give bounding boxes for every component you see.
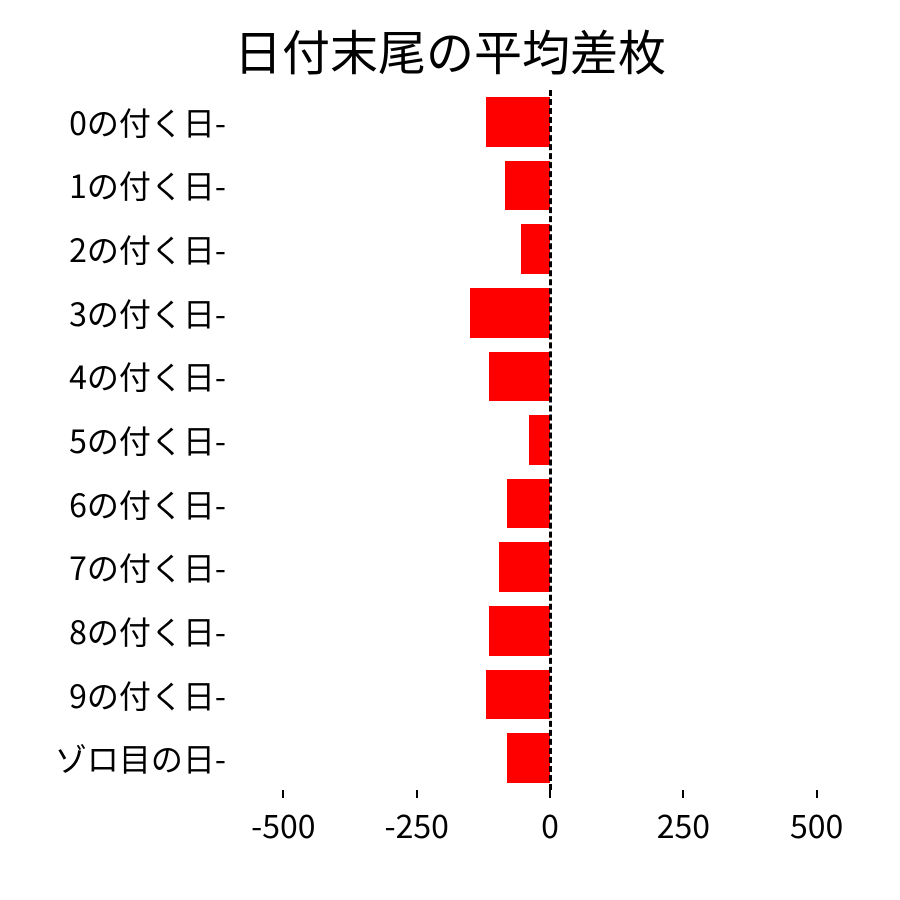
zero-line — [549, 90, 552, 790]
y-tick-label: 0の付く日- — [69, 99, 226, 145]
plot-area — [230, 90, 870, 790]
chart-title: 日付末尾の平均差枚 — [0, 14, 900, 84]
chart-container: 日付末尾の平均差枚 0の付く日- 1の付く日- 2の付く日- 3の付く日- 4の付く日-… — [0, 0, 900, 900]
x-tick-label: -250 — [384, 802, 448, 848]
bar — [489, 352, 550, 402]
y-tick-label: 6の付く日- — [69, 481, 226, 527]
bar — [529, 415, 550, 465]
x-tick-mark — [416, 790, 418, 798]
y-tick-label: 9の付く日- — [69, 672, 226, 718]
bar — [486, 670, 550, 720]
x-tick-label: 0 — [541, 802, 559, 848]
bar — [489, 606, 550, 656]
x-tick-label: 250 — [657, 802, 710, 848]
bar — [486, 97, 550, 147]
y-tick-label: 2の付く日- — [69, 226, 226, 272]
x-tick-mark — [549, 790, 551, 798]
y-tick-label: 5の付く日- — [69, 417, 226, 463]
y-tick-label: 7の付く日- — [69, 544, 226, 590]
bar — [499, 542, 550, 592]
bar — [507, 733, 550, 783]
y-tick-label: 3の付く日- — [69, 290, 226, 336]
x-tick-mark — [282, 790, 284, 798]
x-tick-label: 500 — [790, 802, 843, 848]
x-tick-label: -500 — [251, 802, 315, 848]
y-tick-label: ゾロ目の日- — [55, 735, 226, 781]
y-tick-label: 8の付く日- — [69, 608, 226, 654]
x-tick-mark — [816, 790, 818, 798]
y-tick-label: 4の付く日- — [69, 353, 226, 399]
x-tick-mark — [682, 790, 684, 798]
bar — [507, 479, 550, 529]
bar — [521, 224, 550, 274]
y-tick-label: 1の付く日- — [69, 162, 226, 208]
bar — [470, 288, 550, 338]
bar — [505, 161, 550, 211]
